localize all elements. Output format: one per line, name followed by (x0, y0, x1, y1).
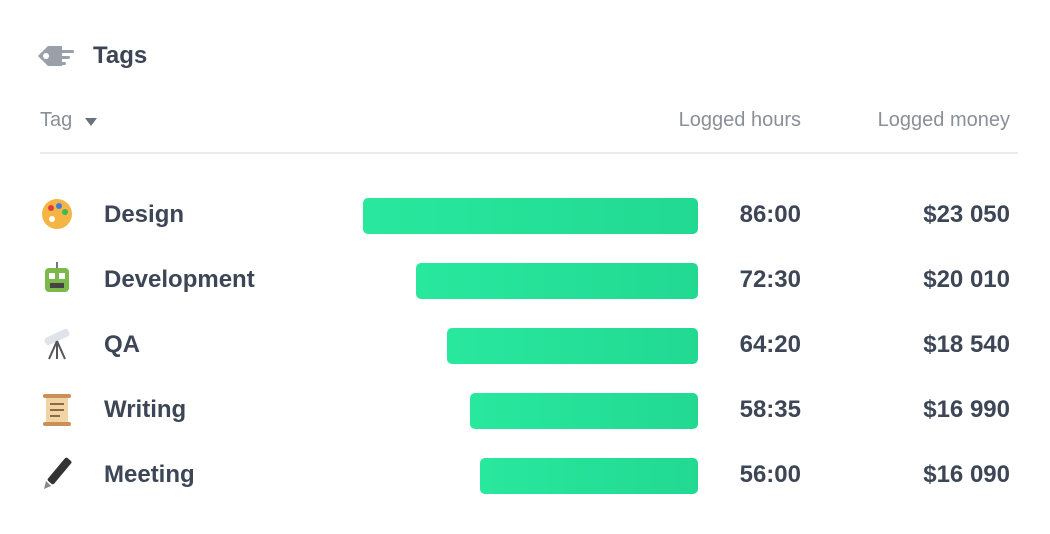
tag-emoji (42, 199, 72, 229)
logged-hours: 56:00 (739, 461, 801, 488)
logged-money: $20 010 (923, 266, 1010, 293)
hours-bar (479, 458, 698, 494)
logged-money: $16 990 (923, 396, 1010, 423)
logged-money: $23 050 (923, 201, 1010, 228)
hours-bar (363, 198, 698, 234)
money-column-header: Logged money (877, 109, 1010, 131)
logged-money: $18 540 (923, 331, 1010, 358)
hours-bar (447, 328, 698, 364)
panel-title: Tags (93, 42, 148, 69)
tag-name: Design (104, 201, 185, 228)
tag-name: Writing (104, 396, 187, 423)
logged-hours: 72:30 (739, 266, 801, 293)
hours-bar (415, 263, 698, 299)
logged-hours: 58:35 (739, 396, 801, 423)
hours-column-header: Logged hours (678, 109, 801, 131)
tag-emoji (44, 457, 72, 489)
tag-emoji (44, 328, 70, 360)
tag-name: Meeting (104, 461, 195, 488)
hours-bar (469, 393, 698, 429)
tag-icon (38, 46, 74, 66)
logged-hours: 86:00 (739, 201, 801, 228)
sort-arrow[interactable] (85, 117, 97, 127)
tag-name: QA (104, 331, 140, 358)
divider (40, 152, 1018, 154)
tag-name: Development (104, 266, 255, 293)
tag-column-header[interactable]: Tag (40, 109, 73, 131)
tag-emoji (45, 262, 69, 292)
tag-emoji (43, 394, 71, 426)
logged-money: $16 090 (923, 461, 1010, 488)
logged-hours: 64:20 (739, 331, 801, 358)
